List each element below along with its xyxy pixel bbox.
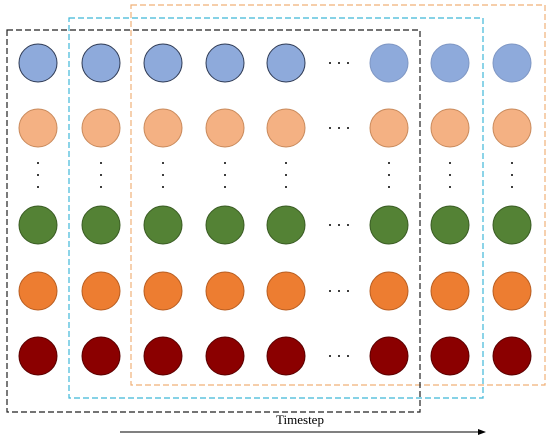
vertical-ellipsis-dot [511,162,513,164]
ellipsis-dot [338,62,340,64]
node [18,43,58,83]
node [492,43,532,83]
node [369,108,409,148]
node [430,336,470,376]
ellipsis-dot [347,290,349,292]
node [430,108,470,148]
vertical-ellipsis-dot [449,174,451,176]
node [81,336,121,376]
node [205,336,245,376]
node [143,271,183,311]
ellipsis-dot [347,127,349,129]
vertical-ellipsis-dot [388,186,390,188]
ellipsis-dot [338,224,340,226]
vertical-ellipsis-dot [37,186,39,188]
window-1 [6,29,421,413]
node [205,43,245,83]
vertical-ellipsis-dot [388,174,390,176]
vertical-ellipsis-dot [100,174,102,176]
node [143,108,183,148]
node [18,108,58,148]
node [492,271,532,311]
node [81,43,121,83]
vertical-ellipsis-dot [449,162,451,164]
node [18,205,58,245]
node [143,336,183,376]
ellipsis-dot [347,224,349,226]
node [143,205,183,245]
vertical-ellipsis-dot [100,162,102,164]
ellipsis-dot [329,127,331,129]
node [81,108,121,148]
vertical-ellipsis-dot [37,162,39,164]
vertical-ellipsis-dot [449,186,451,188]
vertical-ellipsis-dot [285,162,287,164]
node [430,43,470,83]
node-grid [18,43,532,376]
vertical-ellipsis-dot [511,186,513,188]
window-2 [68,17,484,399]
node [492,205,532,245]
ellipsis-dot [338,355,340,357]
ellipsis-dot [347,355,349,357]
vertical-ellipsis-dot [162,174,164,176]
vertical-ellipsis-dot [162,162,164,164]
ellipsis-dot [329,290,331,292]
node [492,336,532,376]
vertical-ellipsis-dot [100,186,102,188]
node [369,336,409,376]
node [266,108,306,148]
axis-label: Timestep [276,412,324,427]
node [369,271,409,311]
ellipsis-dot [338,290,340,292]
node [205,205,245,245]
node [81,271,121,311]
vertical-ellipsis-dot [285,174,287,176]
node [18,271,58,311]
node [369,205,409,245]
ellipsis-dot [329,62,331,64]
node [430,205,470,245]
node [266,205,306,245]
vertical-ellipsis-dot [285,186,287,188]
node [430,271,470,311]
node [81,205,121,245]
node [266,43,306,83]
vertical-ellipsis-dot [224,174,226,176]
ellipsis-dot [329,224,331,226]
vertical-ellipsis-dot [224,162,226,164]
node [369,43,409,83]
ellipsis-dot [329,355,331,357]
ellipsis-dot [347,62,349,64]
node [18,336,58,376]
node [205,108,245,148]
vertical-ellipsis-dot [388,162,390,164]
node [205,271,245,311]
vertical-ellipsis-dot [162,186,164,188]
vertical-ellipsis-dot [511,174,513,176]
node [492,108,532,148]
window-3 [130,4,546,386]
node [266,271,306,311]
node [266,336,306,376]
ellipsis-dot [338,127,340,129]
node [143,43,183,83]
vertical-ellipsis-dot [37,174,39,176]
vertical-ellipsis-dot [224,186,226,188]
